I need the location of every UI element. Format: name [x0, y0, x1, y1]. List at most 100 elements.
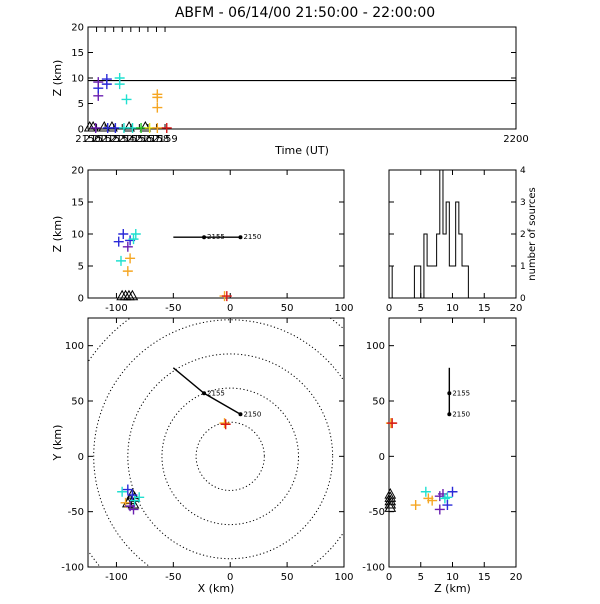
- range-ring: [127, 353, 334, 560]
- source-point: [130, 229, 141, 239]
- range-ring: [195, 421, 265, 491]
- source-point: [114, 73, 125, 83]
- source-point: [220, 419, 231, 430]
- x-tick-label: 15: [478, 303, 491, 314]
- source-point: [447, 486, 458, 497]
- x-tick-label: 2200: [503, 134, 528, 145]
- axes-frame: [87, 317, 345, 568]
- x-tick-label: 0: [386, 303, 392, 314]
- y-tick-label: 0: [379, 452, 385, 463]
- y-tick-label: 0: [78, 452, 84, 463]
- storm-track-label: 2155: [452, 389, 470, 397]
- source-point: [117, 486, 128, 497]
- y-axis-label: number of sources: [527, 187, 538, 280]
- source-point: [127, 490, 138, 501]
- range-ring: [93, 319, 344, 567]
- x-tick-label: 2154: [110, 134, 135, 145]
- y-tick-label: 4: [520, 166, 526, 176]
- x-tick-label: 0: [227, 572, 233, 583]
- x-height-panel: -100 -50 0 50 100 0 5 10 15 20 Z (km) 2155 2150: [51, 166, 354, 315]
- storm-track-dot: [447, 391, 452, 396]
- source-point: [420, 486, 431, 497]
- axes-frame: [87, 26, 517, 130]
- source-point: [93, 77, 104, 88]
- source-point: [221, 291, 232, 302]
- y-tick-label: 15: [71, 198, 84, 209]
- source-point: [122, 266, 133, 277]
- x-tick-label: 20: [510, 572, 523, 583]
- y-tick-label: 10: [71, 230, 84, 241]
- station-marker: [384, 497, 397, 509]
- storm-track-dot: [447, 412, 452, 417]
- source-point: [152, 102, 163, 113]
- x-tick-label: 2152: [92, 134, 117, 145]
- source-point: [410, 500, 421, 511]
- source-point: [121, 94, 132, 105]
- y-tick-label: 1: [520, 262, 526, 272]
- x-tick-label: 2157: [135, 134, 160, 145]
- x-axis-label: X (km): [198, 582, 235, 595]
- station-marker: [384, 501, 397, 512]
- y-tick-label: -100: [362, 563, 385, 574]
- x-tick-label: 50: [281, 303, 294, 314]
- y-tick-label: 50: [372, 397, 385, 408]
- x-tick-label: 20: [510, 303, 523, 314]
- x-tick-label: 15: [478, 572, 491, 583]
- x-axis-label: Time (UT): [274, 144, 329, 157]
- source-point: [152, 122, 163, 133]
- axes-frame: [388, 169, 517, 299]
- source-point: [115, 255, 126, 266]
- axes-frame: [388, 317, 517, 568]
- source-point: [439, 493, 450, 504]
- x-tick-label: 10: [446, 572, 459, 583]
- y-tick-label: -50: [68, 507, 84, 518]
- station-marker: [83, 120, 96, 132]
- x-tick-label: 0: [386, 572, 392, 583]
- x-tick-label: -50: [165, 303, 181, 314]
- source-point: [427, 495, 438, 506]
- station-marker: [98, 120, 111, 132]
- y-tick-label: 2: [520, 230, 526, 240]
- range-rings: [88, 318, 344, 567]
- y-axis-label: Z (km): [51, 60, 64, 97]
- x-tick-label: 100: [334, 572, 353, 583]
- x-tick-label: 2159: [152, 134, 177, 145]
- x-tick-label: 5: [418, 303, 424, 314]
- storm-track-dot: [202, 391, 207, 396]
- x-tick-label: 5: [418, 572, 424, 583]
- y-axis-label: Z (km): [51, 216, 64, 253]
- station-marker: [123, 120, 135, 132]
- source-point: [136, 122, 147, 133]
- y-tick-label: 3: [520, 198, 526, 208]
- source-point: [125, 253, 136, 264]
- histogram-bars: [388, 169, 516, 299]
- range-ring: [161, 387, 299, 526]
- range-ring: [88, 318, 344, 567]
- x-tick-label: 2158: [144, 134, 169, 145]
- x-tick-label: 2153: [101, 134, 126, 145]
- station-marker: [126, 289, 139, 301]
- x-tick-label: 2156: [127, 134, 152, 145]
- source-point: [118, 122, 129, 133]
- station-marker: [139, 120, 152, 132]
- y-tick-label: 20: [71, 23, 84, 34]
- x-tick-label: -100: [105, 303, 128, 314]
- source-point: [118, 229, 129, 239]
- y-tick-label: 100: [366, 341, 385, 352]
- x-tick-label: 10: [446, 303, 459, 314]
- source-point: [122, 241, 133, 252]
- source-point: [101, 74, 112, 85]
- storm-track-label: 2150: [243, 233, 261, 241]
- y-tick-label: 0: [520, 294, 526, 304]
- storm-track-label: 2150: [452, 410, 470, 418]
- source-point: [442, 500, 453, 511]
- source-point: [134, 492, 145, 503]
- storm-track-dot: [238, 412, 243, 417]
- storm-track-label: 2155: [207, 389, 225, 397]
- source-point: [90, 122, 101, 133]
- storm-track-label: 2155: [207, 233, 225, 241]
- x-tick-label: 2151: [84, 134, 109, 145]
- time-height-panel: 2150215121522153215421552156215721582159…: [51, 23, 529, 158]
- y-tick-label: 15: [71, 48, 84, 59]
